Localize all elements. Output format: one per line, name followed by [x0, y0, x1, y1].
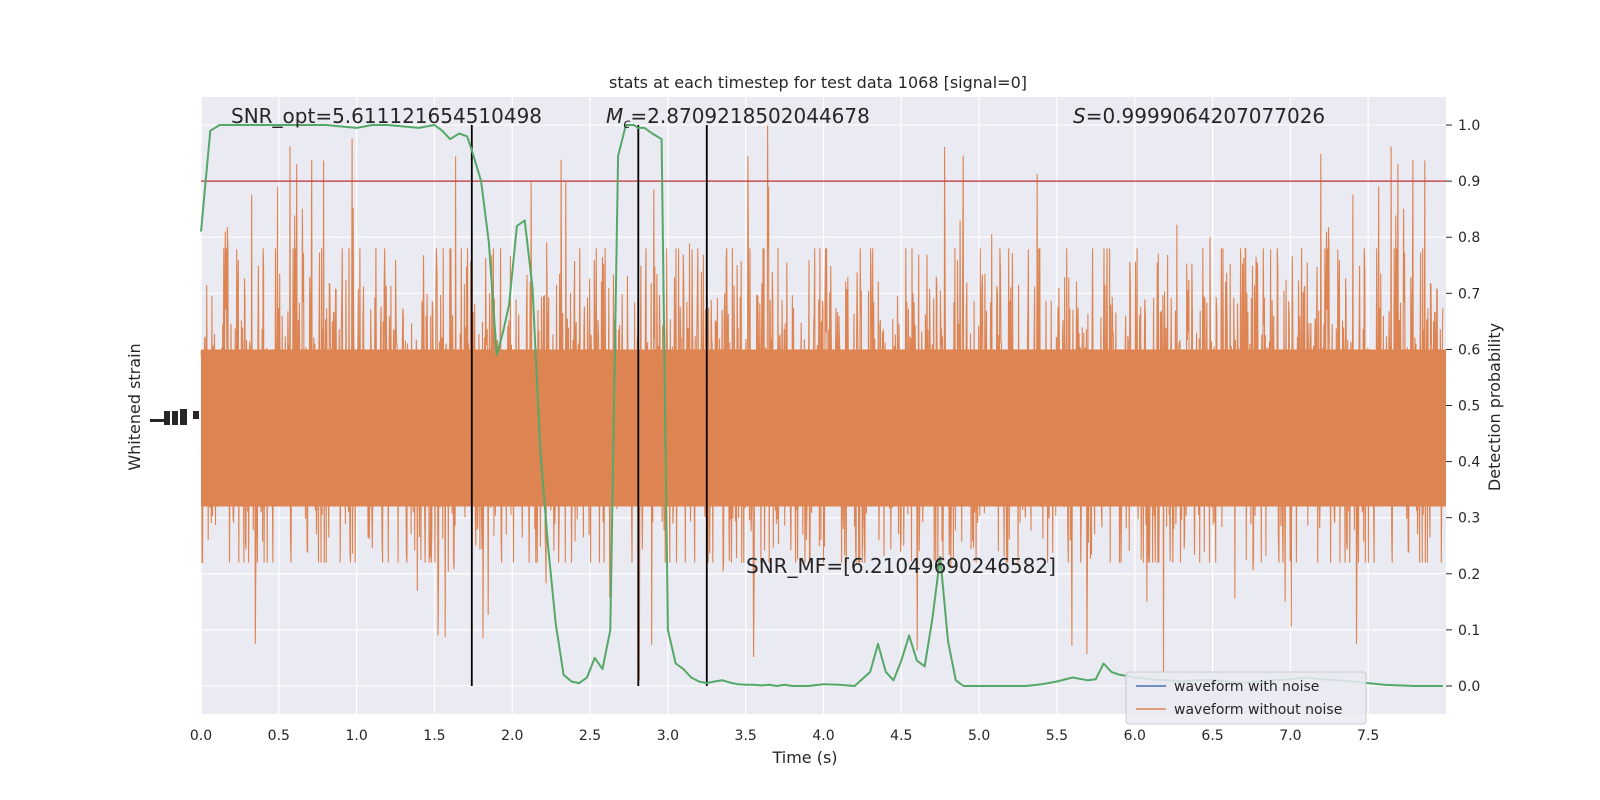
chirp-mass-annotation: Mc=2.8709218502044678: [606, 104, 870, 132]
x-tick-label: 4.5: [890, 728, 912, 744]
x-tick-label: 0.5: [268, 728, 290, 744]
noise-trace: [200, 125, 1444, 681]
right-tick-label: 0.8: [1458, 230, 1480, 246]
left-tick-cluster: [193, 411, 199, 419]
x-tick-label: 1.5: [423, 728, 445, 744]
noise-waveform: [200, 125, 1446, 681]
x-tick-label: 1.0: [345, 728, 367, 744]
right-tick-label: 0.5: [1458, 399, 1480, 415]
right-axis-label: Detection probability: [1485, 323, 1504, 491]
right-tick-label: 0.7: [1458, 286, 1480, 302]
left-axis-label: Whitened strain: [125, 343, 144, 470]
right-tick-label: 0.2: [1458, 567, 1480, 583]
score-annotation: S=0.9999064207077026: [1073, 104, 1325, 128]
x-tick-label: 5.5: [1046, 728, 1068, 744]
x-tick-label: 3.5: [735, 728, 757, 744]
chirp-mass-subscript: c: [623, 117, 630, 132]
left-axis-ticks: [150, 409, 199, 425]
x-tick-label: 4.0: [812, 728, 834, 744]
x-tick-label: 3.0: [657, 728, 679, 744]
x-tick-label: 7.5: [1357, 728, 1379, 744]
x-tick-label: 6.0: [1124, 728, 1146, 744]
legend-box: [1125, 671, 1367, 725]
x-tick-label: 2.0: [501, 728, 523, 744]
x-tick-label: 7.0: [1279, 728, 1301, 744]
right-tick-label: 0.3: [1458, 511, 1480, 527]
x-axis-ticks: 0.0 0.5 1.0 1.5 2.0 2.5 3.0 3.5 4.0 4.5 5.0 5.5 6.0 6…: [190, 728, 1379, 744]
left-tick-cluster: [164, 411, 170, 425]
chart-title: stats at each timestep for test data 106…: [609, 73, 1027, 92]
snr-mf-annotation: SNR_MF=[6.21049690246582]: [746, 554, 1056, 578]
chirp-mass-value: =2.8709218502044678: [630, 104, 869, 128]
right-axis-ticks: 0.0 0.1 0.2 0.3 0.4 0.5 0.6 0.7 0.8 0.9 1.0: [1446, 118, 1480, 695]
score-symbol: S: [1073, 104, 1086, 128]
x-tick-label: 0.0: [190, 728, 212, 744]
right-tick-label: 0.0: [1458, 679, 1480, 695]
chirp-mass-symbol: M: [606, 104, 623, 128]
score-value: =0.9999064207077026: [1086, 104, 1325, 128]
legend: waveform with noise waveform without noi…: [1125, 671, 1367, 725]
x-tick-label: 5.0: [968, 728, 990, 744]
left-tick-cluster: [172, 411, 178, 425]
x-tick-label: 2.5: [579, 728, 601, 744]
right-tick-label: 0.4: [1458, 455, 1480, 471]
snr-opt-annotation: SNR_opt=5.611121654510498: [231, 104, 542, 128]
vertical-markers: [470, 125, 708, 686]
x-tick-label: 6.5: [1201, 728, 1223, 744]
legend-label-without-noise: waveform without noise: [1174, 702, 1342, 718]
legend-label-with-noise: waveform with noise: [1174, 679, 1319, 695]
right-tick-label: 1.0: [1458, 118, 1480, 134]
x-axis-label: Time (s): [771, 748, 837, 767]
right-tick-label: 0.1: [1458, 623, 1480, 639]
left-tick-cluster: [180, 409, 187, 425]
right-tick-label: 0.6: [1458, 342, 1480, 358]
right-tick-label: 0.9: [1458, 174, 1480, 190]
left-tick-cluster: [150, 419, 168, 422]
